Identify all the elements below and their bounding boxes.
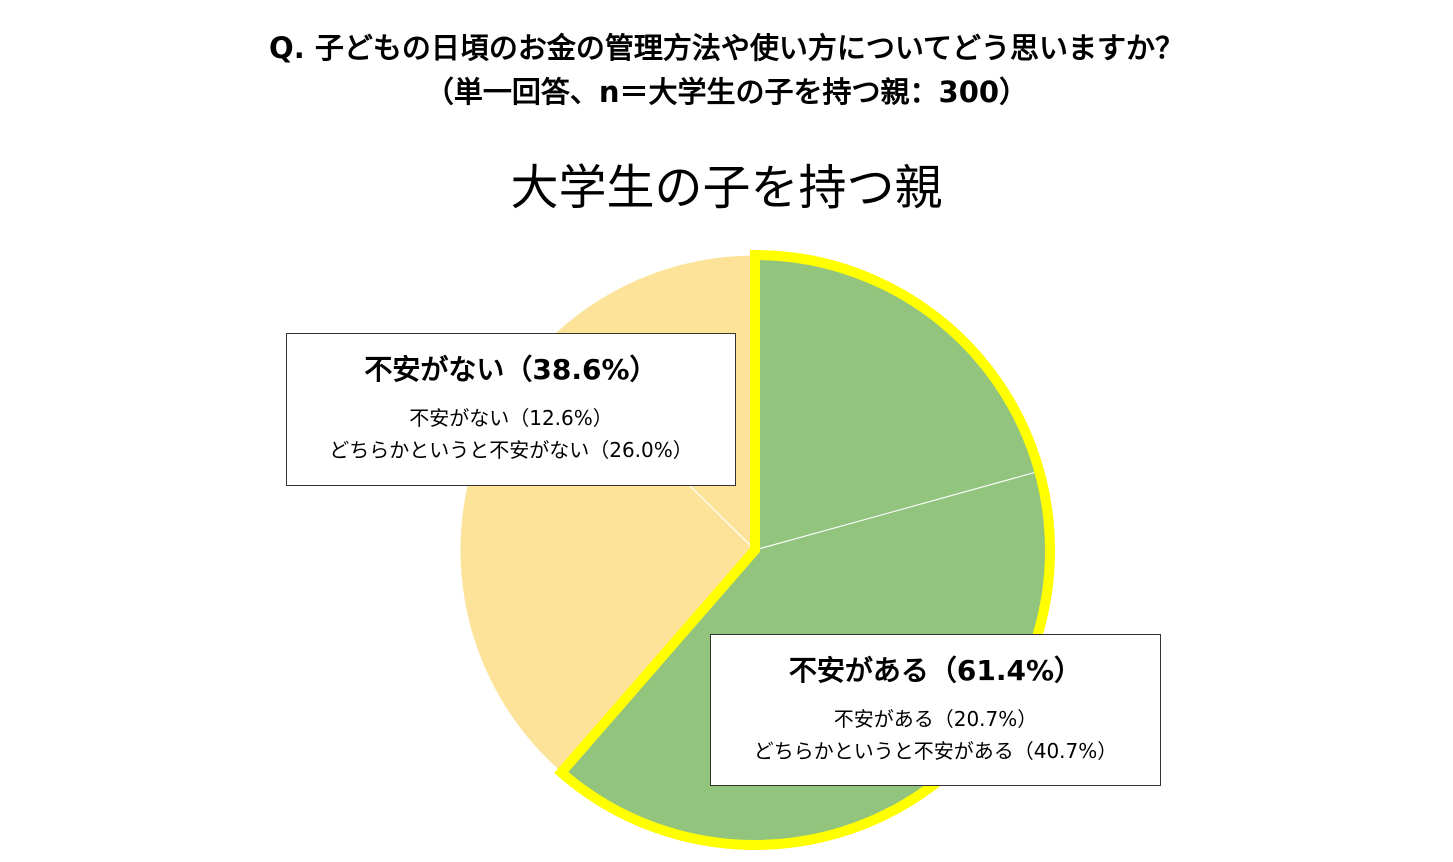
label-anxiety-strong: 不安がある（20.7%） (833, 707, 1038, 731)
label-anxiety-somewhat: どちらかというと不安がある（40.7%） (753, 739, 1118, 763)
label-anxiety-total: 不安がある（61.4%） (788, 654, 1083, 687)
label-no-anxiety-somewhat: どちらかというと不安がない（26.0%） (329, 438, 693, 462)
question-line-2: （単一回答、n＝大学生の子を持つ親：300） (424, 75, 1029, 109)
label-no-anxiety-total: 不安がない（38.6%） (364, 353, 658, 386)
question-text: Q. 子どもの日頃のお金の管理方法や使い方についてどう思いますか？ （単一回答、… (0, 26, 1453, 114)
label-box-anxiety: 不安がある（61.4%） 不安がある（20.7%） どちらかというと不安がある（… (710, 634, 1161, 786)
question-line-1: Q. 子どもの日頃のお金の管理方法や使い方についてどう思いますか？ (269, 31, 1184, 65)
label-no-anxiety-strong: 不安がない（12.6%） (409, 406, 613, 430)
label-box-no-anxiety: 不安がない（38.6%） 不安がない（12.6%） どちらかというと不安がない（… (286, 333, 736, 486)
chart-title: 大学生の子を持つ親 (510, 160, 943, 216)
